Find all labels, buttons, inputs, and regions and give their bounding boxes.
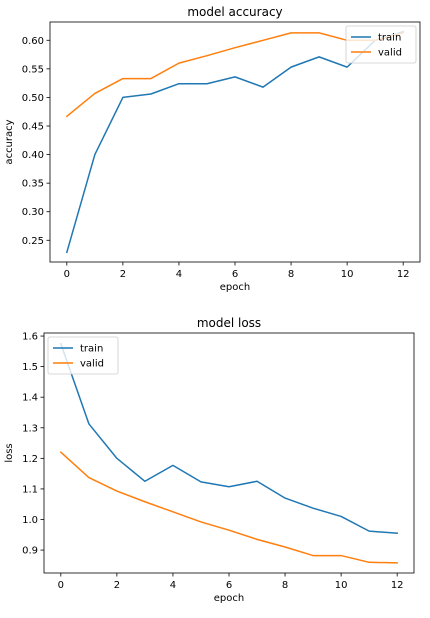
- x-tick-label: 6: [226, 580, 232, 591]
- y-axis-label: accuracy: [4, 119, 15, 164]
- y-tick-label: 0.9: [22, 546, 38, 557]
- legend-label-train: train: [378, 33, 401, 44]
- series-lines: [59, 342, 398, 564]
- x-tick-label: 0: [58, 580, 64, 591]
- y-tick-label: 1.2: [22, 454, 38, 465]
- x-tick-label: 2: [114, 580, 120, 591]
- y-tick-label: 1.0: [22, 515, 38, 526]
- legend-box: [47, 336, 119, 375]
- x-tick-label: 2: [120, 269, 126, 280]
- y-axis: 0.25 0.30 0.35 0.40 0.45 0.50 0.55 0.60: [22, 36, 50, 247]
- y-tick-label: 0.55: [22, 64, 44, 75]
- x-axis-label: epoch: [220, 282, 250, 293]
- legend: train valid: [345, 25, 417, 64]
- x-axis-label: epoch: [214, 593, 244, 604]
- y-tick-label: 0.35: [22, 179, 44, 190]
- y-tick-label: 1.1: [22, 484, 38, 495]
- chart-title: model loss: [197, 316, 261, 330]
- chart-title: model accuracy: [187, 5, 282, 19]
- y-tick-label: 0.60: [22, 36, 44, 47]
- x-axis: 0 2 4 6 8 10 12: [64, 262, 410, 280]
- legend-box: [345, 25, 417, 64]
- x-tick-label: 10: [341, 269, 354, 280]
- y-tick-label: 1.6: [22, 332, 38, 343]
- y-tick-label: 1.4: [22, 393, 38, 404]
- x-tick-label: 10: [335, 580, 348, 591]
- series-lines: [65, 30, 405, 254]
- series-line-train: [59, 342, 398, 535]
- y-tick-label: 0.45: [22, 122, 44, 133]
- chart-loss: model loss 0 2 4 6 8 10 12 0.9 1.0 1.1 1.2 1.3 1.4 1.5…: [4, 316, 415, 604]
- x-axis: 0 2 4 6 8 10 12: [58, 573, 404, 591]
- y-axis-label: loss: [4, 443, 15, 462]
- y-tick-label: 1.5: [22, 362, 38, 373]
- x-tick-label: 6: [232, 269, 238, 280]
- x-tick-label: 4: [170, 580, 176, 591]
- x-tick-label: 12: [397, 269, 410, 280]
- x-tick-label: 0: [64, 269, 70, 280]
- legend-label-valid: valid: [378, 48, 402, 59]
- x-tick-label: 4: [176, 269, 182, 280]
- y-tick-label: 0.40: [22, 150, 44, 161]
- legend-label-valid: valid: [80, 359, 104, 370]
- x-tick-label: 8: [282, 580, 288, 591]
- legend-label-train: train: [80, 344, 103, 355]
- y-tick-label: 1.3: [22, 423, 38, 434]
- y-tick-label: 0.50: [22, 93, 44, 104]
- legend: train valid: [47, 336, 119, 375]
- y-tick-label: 0.25: [22, 236, 44, 247]
- x-tick-label: 12: [391, 580, 404, 591]
- series-line-valid: [59, 451, 398, 564]
- x-tick-label: 8: [288, 269, 294, 280]
- series-line-train: [65, 30, 405, 254]
- y-axis: 0.9 1.0 1.1 1.2 1.3 1.4 1.5 1.6: [22, 332, 44, 557]
- y-tick-label: 0.30: [22, 207, 44, 218]
